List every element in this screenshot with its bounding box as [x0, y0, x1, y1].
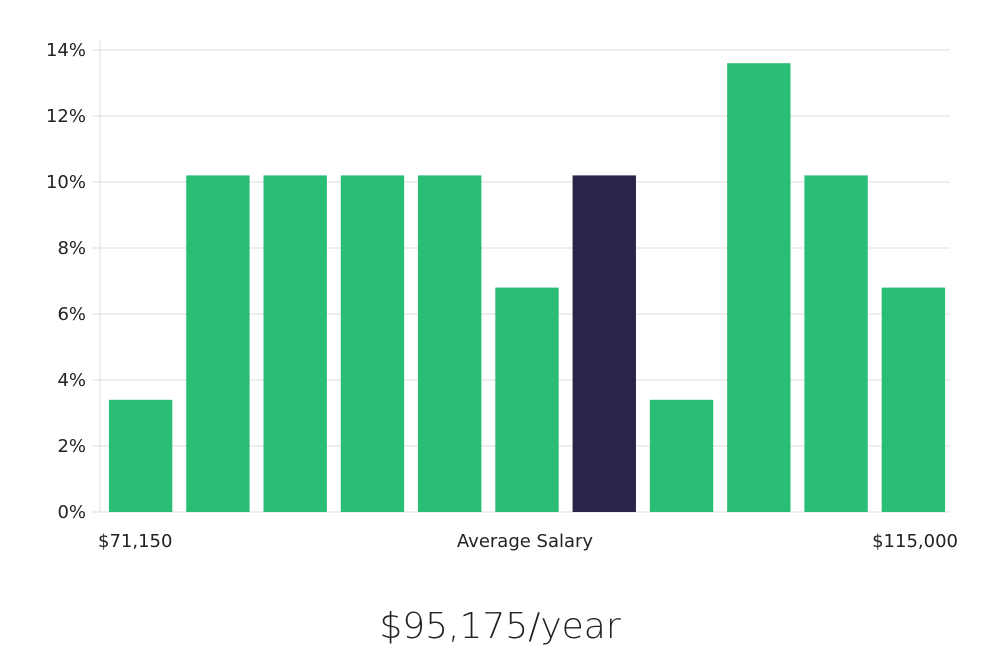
bar-average-salary: [572, 175, 636, 512]
y-tick-label: 0%: [57, 502, 86, 523]
bar: [649, 399, 714, 512]
bar: [418, 175, 482, 512]
x-end-label: $115,000: [872, 531, 958, 552]
bar: [495, 287, 559, 512]
bar: [186, 175, 250, 512]
y-tick-label: 4%: [57, 370, 86, 391]
y-axis-ticks: 0% 2% 4% 6% 8% 10% 12% 14%: [46, 40, 86, 523]
bars-layer: [108, 63, 946, 512]
bar: [263, 175, 327, 512]
bar: [727, 63, 791, 512]
x-center-label: Average Salary: [457, 531, 594, 552]
salary-histogram: 0% 2% 4% 6% 8% 10% 12% 14% $71,150 Average Sala…: [46, 40, 958, 552]
bar: [108, 399, 173, 512]
bar: [881, 287, 946, 512]
y-tick-label: 6%: [57, 304, 86, 325]
y-tick-label: 14%: [46, 40, 86, 61]
y-tick-label: 2%: [57, 436, 86, 457]
bar: [804, 175, 868, 512]
average-salary-headline: $95,175/year: [379, 606, 621, 647]
y-tick-label: 10%: [46, 172, 86, 193]
y-tick-label: 8%: [57, 238, 86, 259]
y-tick-label: 12%: [46, 106, 86, 127]
bar: [340, 175, 405, 512]
x-start-label: $71,150: [98, 531, 172, 552]
